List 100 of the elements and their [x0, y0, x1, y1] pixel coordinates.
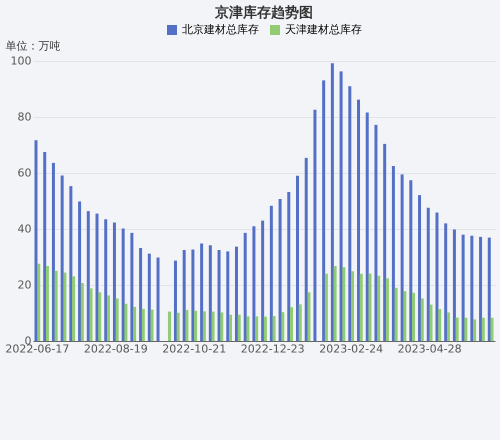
bar	[488, 238, 491, 341]
x-tick-label: 2023-04-28	[398, 342, 462, 356]
bar	[139, 248, 142, 341]
bar	[106, 295, 110, 341]
bar	[261, 220, 264, 341]
bar	[360, 274, 363, 341]
bar	[150, 310, 154, 341]
bar	[72, 276, 76, 341]
bar	[392, 166, 395, 341]
bar	[130, 232, 134, 341]
bar	[52, 162, 55, 341]
bar	[63, 272, 66, 341]
bar	[412, 292, 416, 341]
bar	[226, 251, 230, 341]
bar	[482, 318, 485, 341]
bar	[357, 100, 360, 341]
bar	[394, 288, 398, 341]
bar	[444, 223, 448, 341]
bar	[133, 306, 136, 341]
bar	[324, 274, 328, 341]
bar	[400, 174, 404, 341]
bar	[490, 318, 494, 341]
x-tick-label: 2022-10-21	[162, 342, 226, 356]
y-tick-label: 20	[18, 278, 32, 292]
bar	[386, 278, 389, 341]
bar	[80, 283, 84, 341]
bar	[304, 158, 308, 341]
bar	[90, 288, 93, 341]
bar	[313, 110, 316, 341]
bar	[287, 192, 290, 341]
bar	[409, 180, 412, 341]
bar	[218, 250, 221, 341]
bar	[307, 292, 310, 341]
bar	[124, 304, 128, 341]
bar	[452, 230, 456, 341]
bar	[244, 232, 247, 341]
bar	[418, 195, 422, 341]
bar	[272, 316, 276, 341]
bar	[470, 236, 474, 341]
bar	[456, 317, 459, 341]
x-tick-label: 2023-02-24	[319, 342, 384, 356]
bar	[264, 316, 267, 341]
bar	[342, 267, 346, 341]
bar	[255, 316, 258, 341]
bar	[142, 308, 145, 341]
bar	[290, 307, 294, 341]
legend-label: 天津建材总库存	[285, 23, 362, 36]
bar	[334, 266, 337, 341]
bar	[281, 312, 284, 341]
bar	[182, 250, 186, 341]
bar	[220, 312, 224, 341]
bar	[122, 228, 125, 341]
bar	[464, 318, 468, 341]
bar	[348, 86, 352, 341]
bar	[174, 260, 177, 341]
bar	[208, 245, 212, 341]
x-tick-label: 2022-08-19	[84, 342, 148, 356]
bar	[86, 211, 90, 341]
bar	[340, 71, 343, 341]
bar	[191, 249, 194, 341]
bar	[185, 310, 188, 341]
y-axis-title: 单位：万吨	[6, 40, 60, 52]
bar	[212, 312, 215, 341]
bar	[202, 311, 206, 341]
y-tick-label: 60	[18, 166, 32, 180]
bar	[104, 219, 108, 341]
bar	[200, 244, 204, 341]
bar	[34, 140, 38, 341]
bar	[420, 298, 424, 341]
bar	[374, 124, 378, 341]
bar	[429, 304, 432, 341]
bar	[298, 304, 302, 341]
bar	[462, 234, 465, 341]
bar	[96, 214, 99, 341]
bar	[69, 186, 72, 341]
bar	[473, 319, 476, 341]
bar	[426, 208, 430, 341]
bar	[322, 80, 326, 341]
x-tick-label: 2022-12-23	[240, 342, 305, 356]
bar	[238, 314, 241, 341]
bar	[228, 314, 232, 341]
bar	[156, 258, 160, 341]
bar	[366, 112, 369, 341]
bar	[246, 316, 250, 341]
bar	[176, 312, 180, 341]
bar	[446, 312, 450, 341]
x-tick-label: 2022-06-17	[5, 342, 70, 356]
bar	[98, 292, 102, 341]
bar	[60, 176, 64, 341]
bar	[435, 212, 438, 341]
bar	[278, 199, 282, 341]
bar	[148, 254, 151, 341]
bar	[112, 222, 116, 341]
bar	[116, 298, 119, 341]
bar	[330, 63, 334, 341]
y-tick-label: 40	[18, 222, 32, 236]
bar	[252, 226, 256, 341]
bar	[194, 310, 198, 341]
bar	[368, 274, 372, 341]
bar	[54, 270, 58, 341]
